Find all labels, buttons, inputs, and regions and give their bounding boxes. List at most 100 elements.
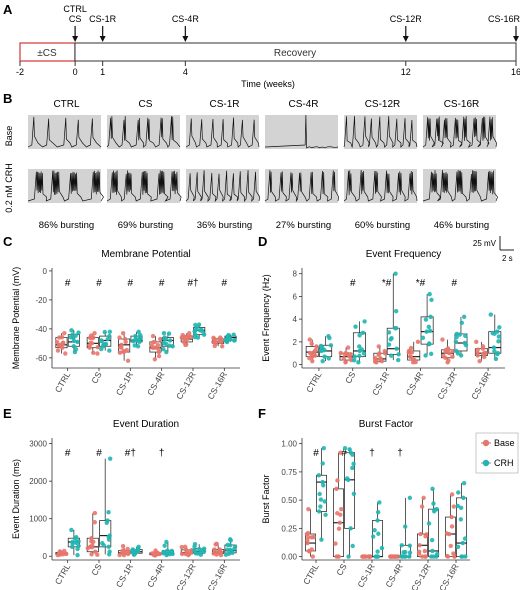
trace-line-base [185, 117, 260, 148]
x-tick-label: CS-16R [205, 370, 229, 401]
data-point-base [334, 554, 339, 559]
data-point-base [219, 550, 224, 555]
data-point-crh [488, 312, 493, 317]
trace-line-crh [422, 169, 498, 202]
data-point-crh [492, 349, 497, 354]
data-point-crh [132, 552, 137, 557]
data-point-base [189, 334, 194, 340]
data-point-crh [106, 510, 111, 515]
data-point-crh [323, 512, 328, 517]
data-point-crh [102, 329, 107, 335]
data-point-base [338, 512, 343, 517]
trace-group-label: CS-4R [288, 99, 318, 110]
data-point-crh [167, 552, 172, 557]
significance-annotation: #† [187, 278, 198, 289]
data-point-crh [407, 495, 413, 501]
box-crh-cs-12r [192, 542, 207, 557]
data-point-base [125, 546, 130, 552]
trace-line-crh [264, 170, 340, 203]
data-point-crh [107, 348, 112, 353]
panel-letter-e: E [3, 406, 12, 421]
y-tick-label: 0.25 [281, 524, 297, 533]
data-point-base [87, 343, 92, 349]
data-point-base [406, 350, 412, 355]
box-crh-cs-16r [488, 312, 502, 362]
data-point-crh [493, 356, 499, 362]
marker-arrow-head [72, 36, 79, 42]
data-point-crh [201, 332, 207, 337]
data-point-base [119, 345, 124, 350]
data-point-crh [129, 549, 135, 554]
data-point-crh [461, 314, 467, 320]
data-point-base [419, 504, 425, 509]
data-point-crh [373, 554, 378, 559]
trace-row-label-crh: 0.2 nM CRH [4, 163, 14, 213]
timeline-marker-cs-1r: CS-1R [89, 14, 117, 42]
box-crh-cs-1r [130, 329, 143, 349]
x-tick-label: CS-12R [174, 562, 198, 590]
box-base-cs-4r [149, 333, 163, 362]
data-point-base [156, 349, 162, 355]
data-point-base [214, 552, 219, 557]
significance-annotation: *# [416, 278, 426, 289]
data-point-crh [76, 330, 81, 335]
data-point-crh [193, 327, 199, 333]
x-tick-label: CS [89, 370, 104, 386]
data-point-base [336, 526, 342, 531]
data-point-crh [455, 351, 461, 356]
x-tick-label: CS [334, 562, 349, 578]
data-point-crh [389, 335, 394, 341]
data-point-crh [394, 346, 399, 351]
data-point-crh [318, 504, 323, 509]
trace-line-base [422, 116, 497, 148]
legend-swatch-base [482, 439, 490, 447]
data-point-base [158, 336, 163, 342]
boxplot-title: Event Duration [113, 419, 179, 430]
data-point-base [179, 544, 184, 550]
data-point-crh [423, 353, 428, 358]
data-point-crh [427, 291, 432, 297]
trace-group-label: CTRL [53, 99, 80, 110]
data-point-base [420, 554, 425, 559]
data-point-base [408, 345, 414, 351]
marker-arrow-head [402, 36, 409, 42]
data-point-base [186, 552, 192, 557]
time-tick-label: -2 [16, 67, 24, 77]
data-point-crh [456, 490, 461, 495]
y-tick-label: 2000 [29, 477, 47, 486]
data-point-crh [497, 325, 502, 330]
data-point-crh [361, 351, 367, 356]
box-base-cs-4r [149, 548, 162, 558]
data-point-crh [162, 543, 167, 548]
x-tick-label: CS-12R [409, 562, 433, 590]
data-point-crh [321, 445, 327, 451]
significance-annotation: † [369, 448, 375, 459]
data-point-crh [430, 548, 435, 554]
data-point-crh [231, 332, 236, 337]
data-point-base [445, 346, 451, 351]
data-point-crh [429, 297, 434, 303]
data-point-crh [224, 339, 230, 344]
significance-annotation: # [159, 278, 165, 289]
data-point-crh [232, 338, 237, 343]
data-point-base [88, 333, 94, 338]
data-point-crh [351, 358, 357, 363]
data-point-base [185, 336, 190, 341]
y-tick-label: 0.50 [281, 496, 297, 505]
data-point-crh [429, 537, 435, 543]
time-tick-label: 4 [183, 67, 188, 77]
data-point-crh [193, 322, 198, 328]
data-point-crh [350, 465, 355, 471]
data-point-crh [322, 348, 327, 353]
time-tick-label: 16 [511, 67, 520, 77]
data-point-base [150, 340, 156, 345]
box-crh-ctrl [67, 328, 81, 355]
trace-group-label: CS-1R [209, 99, 239, 110]
data-point-crh [370, 534, 376, 539]
data-point-base [444, 531, 450, 536]
data-point-base [187, 331, 192, 336]
y-tick-label: -20 [35, 296, 47, 305]
data-point-base [335, 478, 340, 483]
data-point-base [449, 514, 454, 520]
